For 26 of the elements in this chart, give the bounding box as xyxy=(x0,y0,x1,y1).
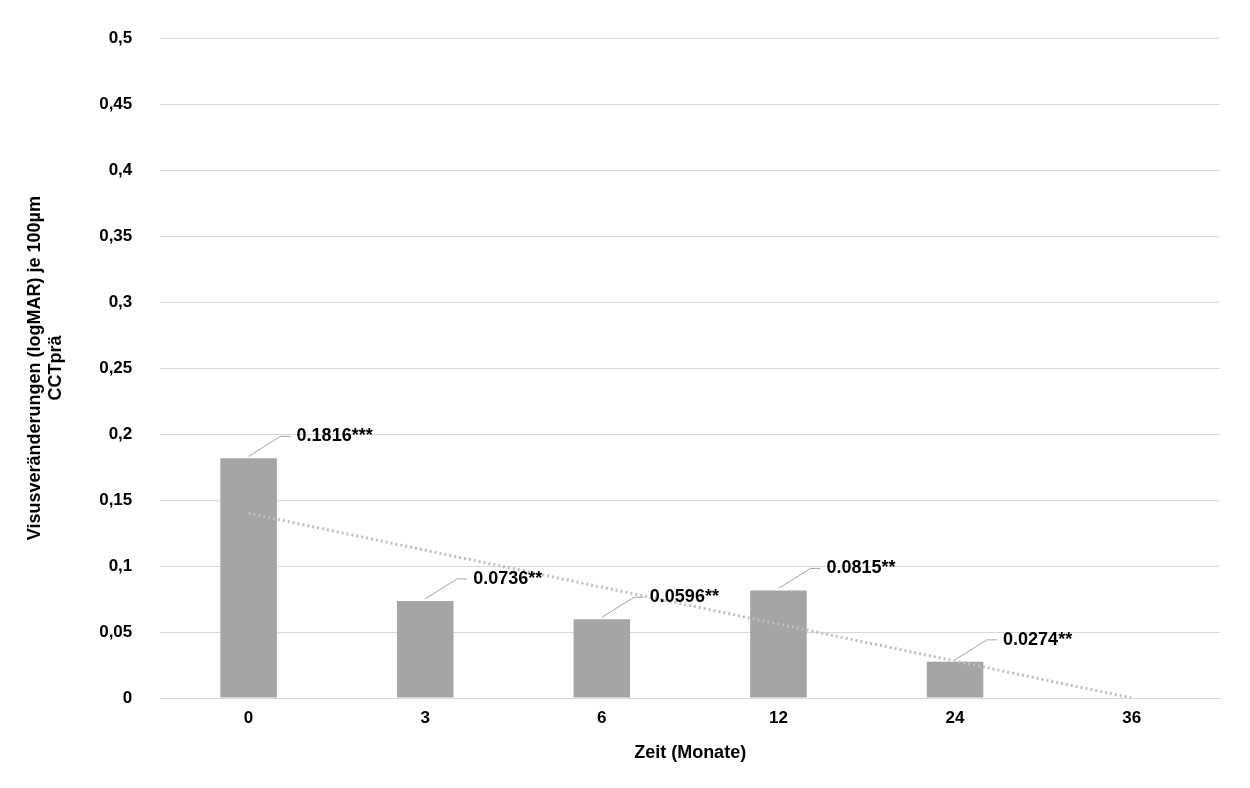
x-tick-label: 36 xyxy=(1122,707,1142,727)
x-tick-label: 12 xyxy=(768,707,788,727)
y-tick-label: 0,45 xyxy=(99,93,133,113)
x-axis-title: Zeit (Monate) xyxy=(634,742,747,763)
y-tick-label: 0,3 xyxy=(108,291,133,311)
x-tick-label: 0 xyxy=(243,707,254,727)
y-tick-label: 0,25 xyxy=(99,357,133,377)
bar xyxy=(396,600,454,698)
data-label: 0.0736** xyxy=(473,567,543,588)
y-axis-title: Visusveränderungen (logMAR) je 100µm CCTprä xyxy=(23,196,66,541)
y-tick-label: 0,2 xyxy=(108,423,133,443)
y-tick-label: 0,05 xyxy=(99,621,133,641)
data-label: 0.0815** xyxy=(826,557,896,578)
y-tick-label: 0,4 xyxy=(108,159,133,179)
x-tick-label: 24 xyxy=(945,707,966,727)
x-tick-label: 3 xyxy=(420,707,430,727)
data-label: 0.0274** xyxy=(1003,628,1073,649)
bar xyxy=(926,661,984,698)
y-tick-label: 0,5 xyxy=(108,27,133,47)
x-tick-label: 6 xyxy=(597,707,607,727)
data-label: 0.0596** xyxy=(649,586,719,607)
y-tick-label: 0,35 xyxy=(99,225,133,245)
y-tick-label: 0 xyxy=(122,687,133,707)
y-tick-label: 0,1 xyxy=(108,555,133,575)
y-tick-label: 0,15 xyxy=(99,489,133,509)
data-label: 0.1816*** xyxy=(296,425,373,446)
